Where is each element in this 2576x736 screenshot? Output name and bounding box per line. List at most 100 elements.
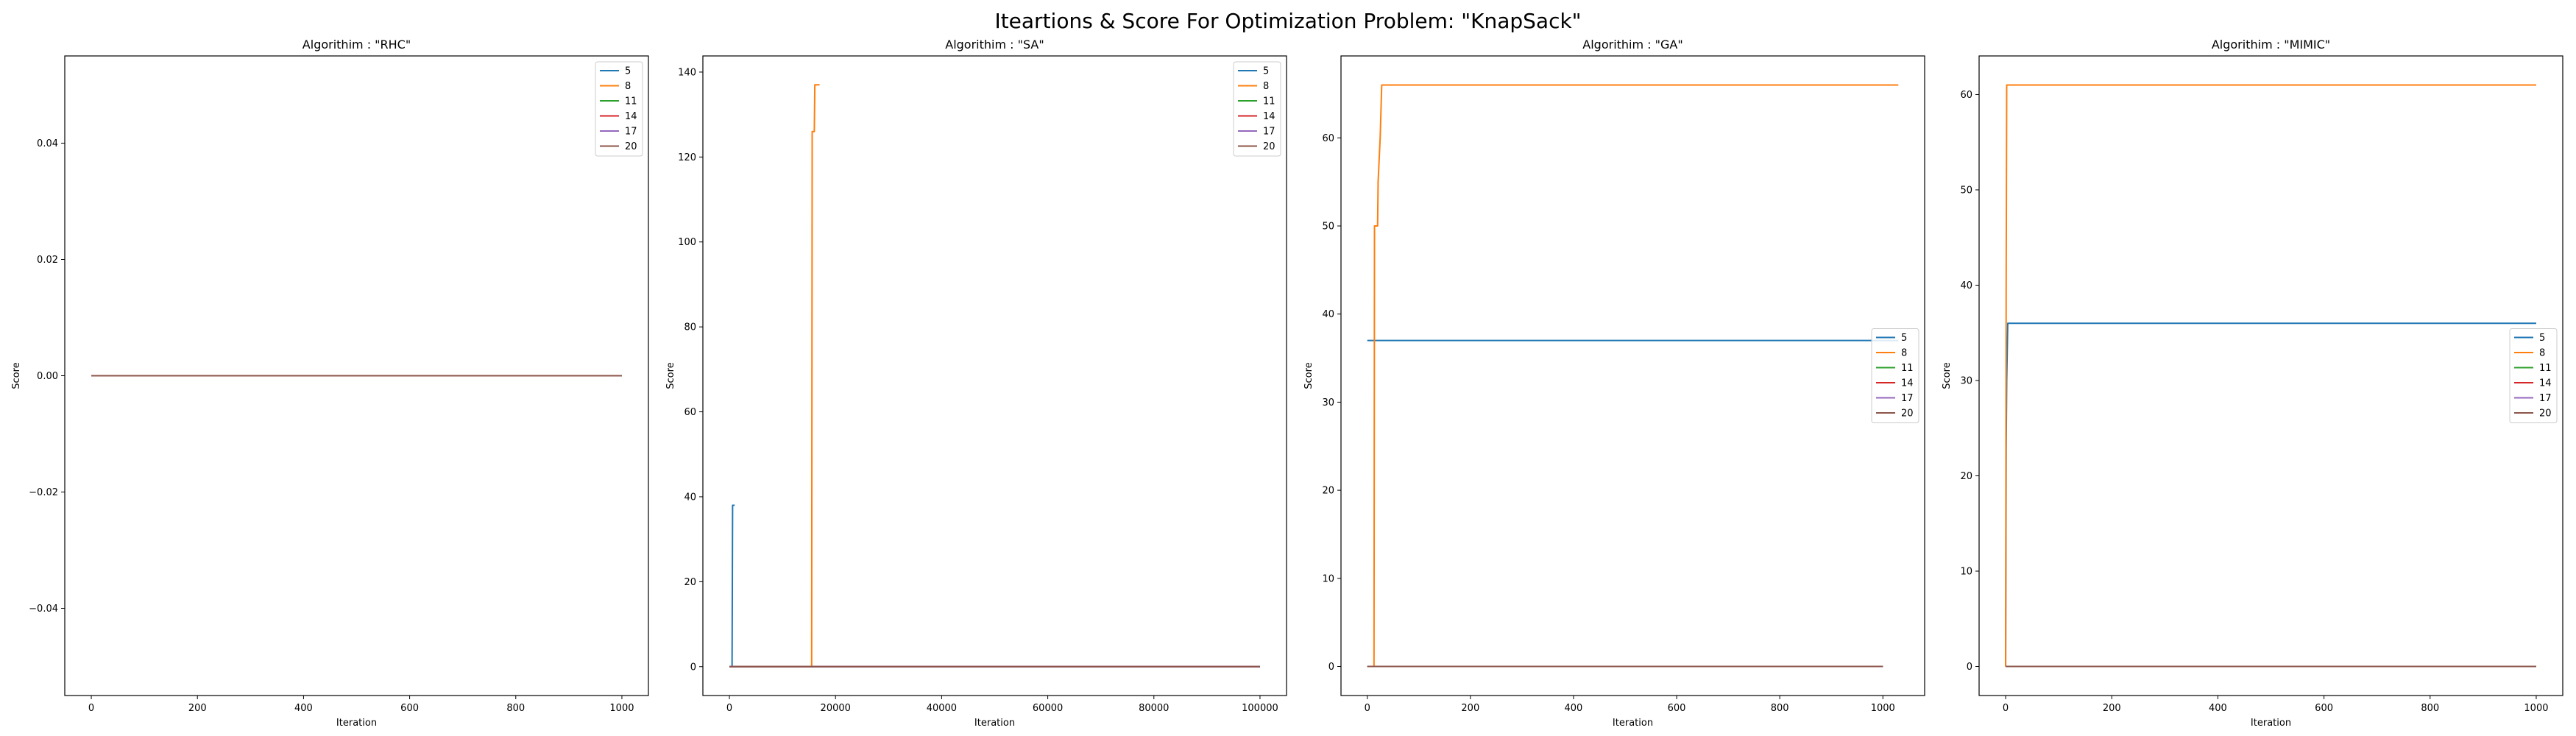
legend: 5 8 11 14 17 20	[595, 61, 643, 157]
x-tick-label: 400	[294, 703, 313, 714]
chart-title: Algorithim : "MIMIC"	[2212, 38, 2330, 52]
y-axis-label: Score	[1942, 362, 1953, 389]
x-tick-label: 80000	[1139, 703, 1169, 714]
legend: 5 8 11 14 17 20	[2509, 328, 2558, 423]
chart-title: Algorithim : "SA"	[945, 38, 1044, 52]
y-tick-label: 20	[1960, 471, 1972, 482]
legend-label: 11	[1901, 363, 1914, 374]
chart-panel-1: Algorithim : "SA" 0 20000 40000 60000 80000 10…	[665, 38, 1287, 729]
y-axis-label: Score	[11, 362, 22, 389]
legend-label: 5	[2539, 333, 2545, 344]
x-tick-label: 600	[1668, 703, 1686, 714]
y-tick-label: 10	[1322, 573, 1334, 584]
x-tick-label: 400	[1565, 703, 1583, 714]
y-tick-label: 40	[684, 492, 696, 503]
legend-label: 8	[1263, 81, 1269, 92]
x-tick-label: 600	[2315, 703, 2333, 714]
y-tick-label: 50	[1322, 222, 1334, 233]
x-tick-label: 1000	[609, 703, 634, 714]
chart-panel-2: Algorithim : "GA" 0 200 400 600 800 1000 0 10 20 3…	[1303, 38, 1925, 729]
y-tick-label: 0	[1328, 662, 1334, 673]
y-axis-label: Score	[665, 362, 676, 389]
y-tick-label: 20	[684, 577, 696, 588]
series-line-8	[2005, 84, 2536, 667]
axes-frame	[1978, 55, 2563, 696]
y-tick-label: 10	[1960, 566, 1972, 577]
x-tick-label: 800	[1771, 703, 1789, 714]
x-tick-label: 0	[726, 703, 732, 714]
legend-label: 17	[1263, 127, 1275, 138]
x-axis-label: Iteration	[1613, 718, 1653, 729]
x-tick-label: 400	[2209, 703, 2227, 714]
figure-title: Iteartions & Score For Optimization Prob…	[994, 9, 1581, 33]
y-tick-label: 60	[684, 407, 696, 418]
y-tick-label: 50	[1960, 185, 1972, 196]
y-tick-label: 30	[1960, 375, 1972, 386]
legend-label: 11	[2539, 363, 2552, 374]
series-lines	[2005, 84, 2536, 668]
x-tick-label: 600	[400, 703, 419, 714]
y-tick-label: 0.02	[37, 255, 58, 266]
legend-label: 14	[1901, 378, 1914, 389]
y-tick-label: 0	[1967, 662, 1972, 673]
axes-frame	[702, 55, 1287, 696]
x-axis-label: Iteration	[336, 718, 377, 729]
x-tick-label: 60000	[1033, 703, 1063, 714]
y-tick-label: 0	[690, 662, 696, 673]
legend-label: 8	[625, 81, 631, 92]
y-tick-label: 0.00	[37, 371, 58, 382]
x-tick-label: 40000	[927, 703, 957, 714]
x-tick-label: 0	[2003, 703, 2009, 714]
legend-label: 5	[1263, 66, 1269, 77]
x-tick-label: 200	[1461, 703, 1479, 714]
y-tick-label: 140	[678, 67, 696, 78]
y-tick-label: −0.02	[29, 487, 58, 498]
chart-panel-3: Algorithim : "MIMIC" 0 200 400 600 800 1000 0 10…	[1942, 38, 2563, 729]
legend-label: 17	[625, 127, 637, 138]
x-tick-label: 0	[1365, 703, 1370, 714]
legend-label: 14	[625, 111, 637, 122]
legend-label: 20	[1901, 408, 1914, 420]
legend-label: 20	[2539, 408, 2552, 420]
y-tick-label: 30	[1322, 397, 1334, 408]
x-tick-label: 0	[88, 703, 94, 714]
y-tick-label: 40	[1960, 280, 1972, 291]
y-tick-label: 120	[678, 152, 696, 163]
legend-label: 17	[2539, 393, 2552, 404]
legend-label: 14	[1263, 111, 1275, 122]
x-tick-label: 100000	[1242, 703, 1278, 714]
panels: Algorithim : "RHC"0 200 400 600 800 1000−0.04…	[11, 38, 2563, 729]
x-tick-label: 1000	[2524, 703, 2548, 714]
y-axis-label: Score	[1303, 362, 1314, 389]
legend: 5 8 11 14 17 20	[1871, 328, 1919, 423]
legend-label: 20	[625, 141, 637, 152]
x-tick-label: 1000	[1871, 703, 1895, 714]
y-tick-label: 100	[678, 237, 696, 248]
legend-label: 14	[2539, 378, 2552, 389]
chart-title: Algorithim : "GA"	[1582, 38, 1682, 52]
x-tick-label: 200	[188, 703, 207, 714]
y-tick-label: 60	[1960, 90, 1972, 101]
x-tick-label: 200	[2103, 703, 2121, 714]
legend-label: 8	[1901, 348, 1907, 359]
x-tick-label: 800	[2421, 703, 2439, 714]
y-tick-label: 0.04	[37, 138, 58, 149]
legend-label: 8	[2539, 348, 2545, 359]
legend-label: 11	[625, 96, 637, 107]
chart-title: Algorithim : "RHC"	[302, 38, 411, 52]
legend-label: 5	[625, 66, 631, 77]
series-lines	[729, 84, 1260, 668]
y-tick-label: 20	[1322, 486, 1334, 497]
y-tick-label: 40	[1322, 309, 1334, 320]
axes-frame	[64, 55, 649, 696]
x-axis-label: Iteration	[974, 718, 1015, 729]
x-axis-label: Iteration	[2251, 718, 2291, 729]
series-line-8	[1367, 84, 1899, 668]
series-lines	[1367, 84, 1899, 668]
x-tick-label: 800	[506, 703, 525, 714]
y-tick-label: −0.04	[29, 604, 58, 615]
legend: 5 8 11 14 17 20	[1233, 61, 1281, 157]
chart-panel-0: Algorithim : "RHC" 0 200 400 600 800 1000 −0.04…	[11, 38, 649, 729]
